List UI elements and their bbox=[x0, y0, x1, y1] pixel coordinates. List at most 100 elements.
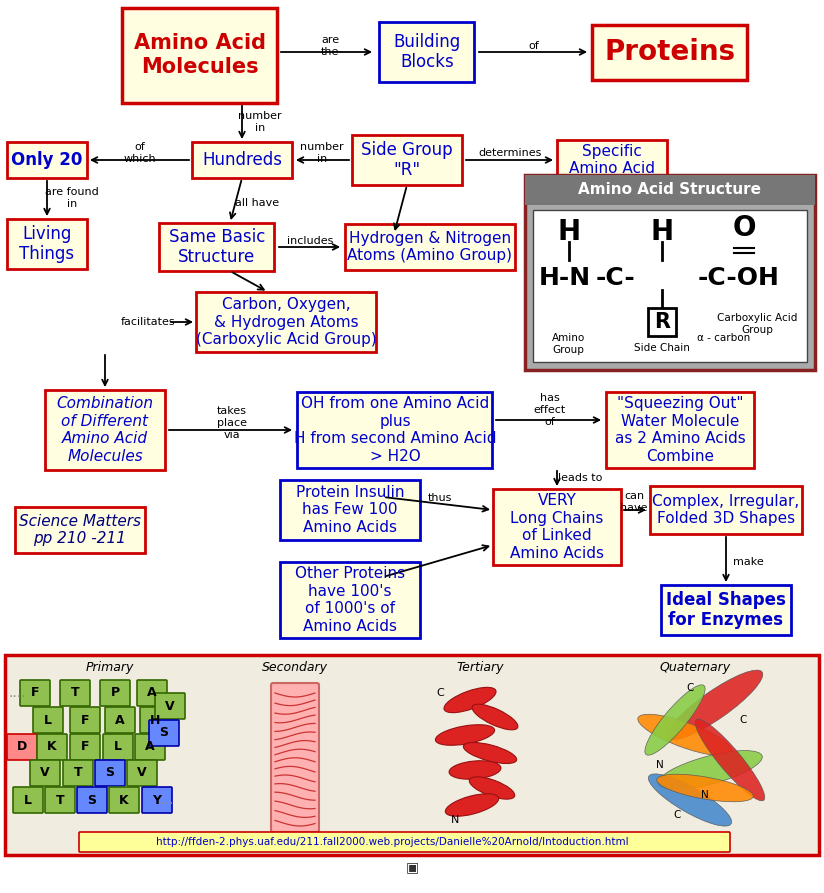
Text: K: K bbox=[47, 740, 57, 754]
Text: C: C bbox=[686, 683, 694, 693]
Text: L: L bbox=[114, 740, 122, 754]
Text: are
the: are the bbox=[321, 35, 339, 57]
Text: ....: .... bbox=[8, 686, 26, 700]
FancyBboxPatch shape bbox=[45, 787, 75, 813]
Text: O: O bbox=[733, 214, 756, 242]
Text: OH from one Amino Acid
plus
H from second Amino Acid
> H2O: OH from one Amino Acid plus H from secon… bbox=[293, 396, 496, 463]
FancyBboxPatch shape bbox=[648, 308, 676, 337]
FancyBboxPatch shape bbox=[70, 734, 100, 760]
Text: F: F bbox=[81, 714, 89, 727]
Text: N: N bbox=[451, 815, 459, 825]
Text: H: H bbox=[557, 218, 580, 246]
FancyBboxPatch shape bbox=[557, 140, 667, 180]
Ellipse shape bbox=[658, 750, 762, 789]
FancyBboxPatch shape bbox=[380, 22, 475, 82]
Text: Ideal Shapes
for Enzymes: Ideal Shapes for Enzymes bbox=[666, 590, 786, 630]
Text: Living
Things: Living Things bbox=[20, 225, 74, 263]
Text: R: R bbox=[653, 313, 670, 332]
Ellipse shape bbox=[472, 705, 518, 730]
FancyBboxPatch shape bbox=[7, 142, 87, 178]
Text: A: A bbox=[147, 687, 157, 699]
FancyBboxPatch shape bbox=[352, 135, 462, 185]
Text: C: C bbox=[673, 810, 681, 820]
Text: Only 20: Only 20 bbox=[12, 151, 82, 169]
Text: of
which: of which bbox=[124, 142, 157, 163]
FancyBboxPatch shape bbox=[142, 787, 172, 813]
FancyBboxPatch shape bbox=[30, 760, 60, 786]
Text: Side Group
"R": Side Group "R" bbox=[361, 140, 453, 179]
Text: Carbon, Oxygen,
& Hydrogen Atoms
(Carboxylic Acid Group): Carbon, Oxygen, & Hydrogen Atoms (Carbox… bbox=[195, 297, 377, 346]
FancyBboxPatch shape bbox=[63, 760, 93, 786]
FancyBboxPatch shape bbox=[493, 489, 621, 565]
FancyBboxPatch shape bbox=[13, 787, 43, 813]
Text: ....: .... bbox=[157, 793, 175, 807]
FancyBboxPatch shape bbox=[155, 693, 185, 719]
FancyBboxPatch shape bbox=[33, 707, 63, 733]
Ellipse shape bbox=[695, 719, 765, 801]
Text: L: L bbox=[24, 794, 32, 806]
Text: Other Proteins
have 100's
of 1000's of
Amino Acids: Other Proteins have 100's of 1000's of A… bbox=[295, 566, 405, 634]
Text: A: A bbox=[115, 714, 124, 727]
Text: T: T bbox=[73, 766, 82, 780]
Text: V: V bbox=[40, 766, 49, 780]
Text: Combination
of Different
Amino Acid
Molecules: Combination of Different Amino Acid Mole… bbox=[57, 396, 153, 463]
Text: L: L bbox=[44, 714, 52, 727]
Text: http://ffden-2.phys.uaf.edu/211.fall2000.web.projects/Danielle%20Arnold/Intoduct: http://ffden-2.phys.uaf.edu/211.fall2000… bbox=[156, 837, 629, 847]
FancyBboxPatch shape bbox=[140, 707, 170, 733]
FancyBboxPatch shape bbox=[280, 562, 420, 638]
Text: VERY
Long Chains
of Linked
Amino Acids: VERY Long Chains of Linked Amino Acids bbox=[510, 494, 604, 561]
Ellipse shape bbox=[648, 774, 732, 826]
Text: H-N: H-N bbox=[538, 266, 591, 290]
FancyBboxPatch shape bbox=[70, 707, 100, 733]
Text: α - carbon: α - carbon bbox=[697, 333, 751, 344]
FancyBboxPatch shape bbox=[100, 680, 130, 706]
Ellipse shape bbox=[463, 742, 517, 764]
FancyBboxPatch shape bbox=[7, 734, 37, 760]
Text: "Squeezing Out"
Water Molecule
as 2 Amino Acids
Combine: "Squeezing Out" Water Molecule as 2 Amin… bbox=[615, 396, 746, 463]
Ellipse shape bbox=[445, 794, 499, 816]
Text: S: S bbox=[160, 727, 168, 739]
Text: all have: all have bbox=[235, 198, 279, 208]
FancyBboxPatch shape bbox=[45, 390, 165, 470]
FancyBboxPatch shape bbox=[20, 680, 50, 706]
Text: leads to: leads to bbox=[558, 473, 602, 483]
Text: thus: thus bbox=[428, 493, 452, 503]
FancyBboxPatch shape bbox=[160, 223, 274, 271]
Text: takes
place
via: takes place via bbox=[217, 406, 247, 439]
Ellipse shape bbox=[449, 761, 501, 780]
Text: includes: includes bbox=[287, 236, 333, 246]
Text: -C-: -C- bbox=[595, 266, 635, 290]
Text: V: V bbox=[137, 766, 147, 780]
FancyBboxPatch shape bbox=[650, 486, 802, 534]
FancyBboxPatch shape bbox=[606, 392, 754, 468]
Text: T: T bbox=[71, 687, 79, 699]
FancyBboxPatch shape bbox=[60, 680, 90, 706]
FancyBboxPatch shape bbox=[525, 175, 815, 205]
Text: Side Chain: Side Chain bbox=[634, 344, 690, 354]
Text: are found
in: are found in bbox=[45, 188, 99, 209]
FancyBboxPatch shape bbox=[297, 392, 493, 468]
FancyBboxPatch shape bbox=[5, 655, 819, 855]
Text: Carboxylic Acid
Group: Carboxylic Acid Group bbox=[718, 313, 798, 335]
Text: Amino Acid Structure: Amino Acid Structure bbox=[578, 182, 761, 197]
Text: N: N bbox=[656, 760, 664, 770]
FancyBboxPatch shape bbox=[37, 734, 67, 760]
FancyBboxPatch shape bbox=[533, 210, 807, 362]
FancyBboxPatch shape bbox=[345, 224, 515, 270]
Text: Quaternary: Quaternary bbox=[659, 661, 731, 673]
Text: -C-OH: -C-OH bbox=[697, 266, 780, 290]
Text: number
in: number in bbox=[300, 142, 344, 163]
FancyBboxPatch shape bbox=[525, 175, 815, 370]
Text: H: H bbox=[650, 218, 673, 246]
Text: ▣: ▣ bbox=[405, 860, 419, 874]
Text: S: S bbox=[105, 766, 115, 780]
FancyBboxPatch shape bbox=[137, 680, 167, 706]
FancyBboxPatch shape bbox=[109, 787, 139, 813]
FancyBboxPatch shape bbox=[7, 219, 87, 269]
Text: V: V bbox=[165, 699, 175, 713]
Text: C: C bbox=[739, 715, 747, 725]
FancyBboxPatch shape bbox=[105, 707, 135, 733]
Text: Same Basic
Structure: Same Basic Structure bbox=[169, 228, 265, 266]
FancyBboxPatch shape bbox=[95, 760, 125, 786]
Text: T: T bbox=[56, 794, 64, 806]
